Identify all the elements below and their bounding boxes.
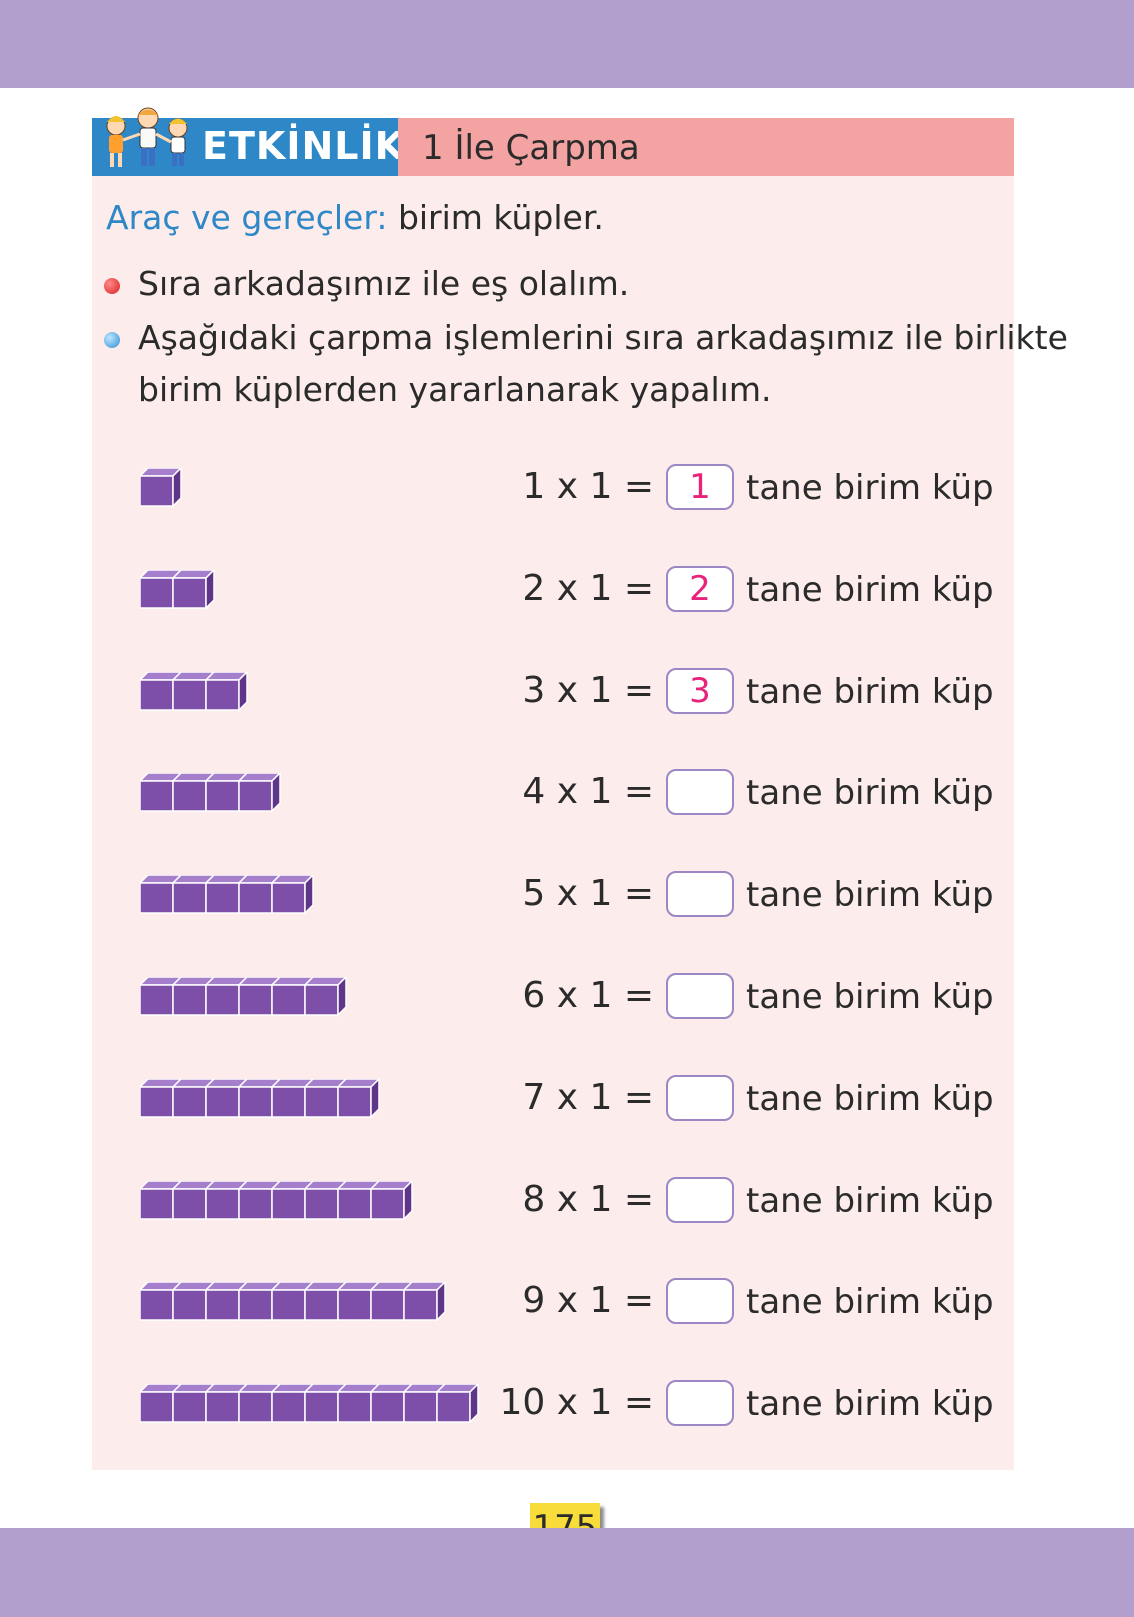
instruction-2-text-line1: Aşağıdaki çarpma işlemlerini sıra arkada…	[138, 318, 1068, 357]
materials-line: Araç ve gereçler: birim küpler.	[106, 198, 604, 237]
multiplication-row: 5 x 1 = tane birim küp	[0, 869, 1134, 929]
answer-box[interactable]	[666, 1176, 734, 1223]
multiplication-row: 9 x 1 = tane birim küp	[0, 1276, 1134, 1336]
multiplication-expression: 2 x 1 =	[522, 567, 654, 609]
unit-label: tane birim küp	[746, 1384, 994, 1425]
answer-box[interactable]: 2	[666, 565, 734, 612]
unit-label: tane birim küp	[746, 1078, 994, 1119]
multiplication-row: 8 x 1 = tane birim küp	[0, 1175, 1134, 1235]
multiplication-row: 6 x 1 = tane birim küp	[0, 971, 1134, 1031]
activity-label-box: ETKİNLİK	[92, 107, 404, 176]
instruction-1-text: Sıra arkadaşımız ile eş olalım.	[138, 264, 630, 303]
answer-box[interactable]: 1	[666, 464, 734, 510]
activity-title: 1 İle Çarpma	[422, 128, 640, 168]
blue-bullet-icon	[104, 332, 120, 348]
multiplication-row: 4 x 1 = tane birim küp	[0, 767, 1134, 827]
children-illustration-icon	[106, 107, 188, 167]
answer-box[interactable]	[666, 1074, 734, 1121]
materials-value: birim küpler.	[397, 198, 604, 237]
multiplication-row: 3 x 1 = 3 tane birim küp	[0, 666, 1134, 726]
unit-cubes-icon	[140, 1282, 447, 1323]
multiplication-expression: 8 x 1 =	[522, 1178, 654, 1220]
unit-cubes-icon	[140, 773, 282, 814]
unit-label: tane birim küp	[746, 569, 994, 610]
multiplication-row: 1 x 1 = 1 tane birim küp	[0, 462, 1134, 522]
multiplication-expression: 9 x 1 =	[522, 1280, 654, 1322]
multiplication-expression: 3 x 1 =	[522, 669, 654, 711]
answer-box[interactable]	[666, 973, 734, 1019]
activity-title-bar	[398, 118, 1014, 176]
top-color-band	[0, 0, 1134, 88]
unit-label: tane birim küp	[746, 468, 994, 508]
bottom-color-band	[0, 1528, 1134, 1617]
unit-cubes-icon	[140, 1384, 480, 1424]
unit-cubes-icon	[140, 468, 183, 508]
materials-label: Araç ve gereçler:	[106, 198, 388, 237]
unit-cubes-icon	[140, 875, 315, 915]
multiplication-row: 2 x 1 = 2 tane birim küp	[0, 564, 1134, 624]
unit-cubes-icon	[140, 671, 249, 712]
answer-box[interactable]	[666, 871, 734, 918]
unit-label: tane birim küp	[746, 1282, 994, 1323]
activity-header: ETKİNLİK 1 İle Çarpma	[92, 107, 1014, 176]
multiplication-row: 10 x 1 = tane birim küp	[0, 1378, 1134, 1438]
instruction-2-text-line2: birim küplerden yararlanarak yapalım.	[138, 370, 772, 409]
unit-cubes-icon	[140, 1078, 381, 1119]
unit-label: tane birim küp	[746, 977, 994, 1017]
multiplication-expression: 10 x 1 =	[499, 1382, 654, 1424]
unit-cubes-icon	[140, 977, 348, 1017]
answer-box[interactable]: 3	[666, 667, 734, 714]
multiplication-expression: 7 x 1 =	[522, 1076, 654, 1118]
red-bullet-icon	[104, 278, 120, 294]
answer-box[interactable]	[666, 769, 734, 816]
unit-cubes-icon	[140, 569, 216, 610]
unit-label: tane birim küp	[746, 773, 994, 814]
activity-label: ETKİNLİK	[202, 124, 406, 168]
unit-cubes-icon	[140, 1180, 414, 1221]
answer-box[interactable]	[666, 1278, 734, 1325]
unit-label: tane birim küp	[746, 671, 994, 712]
unit-label: tane birim küp	[746, 1180, 994, 1221]
multiplication-expression: 6 x 1 =	[522, 975, 654, 1016]
multiplication-expression: 5 x 1 =	[522, 873, 654, 915]
multiplication-row: 7 x 1 = tane birim küp	[0, 1073, 1134, 1133]
answer-box[interactable]	[666, 1380, 734, 1427]
unit-label: tane birim küp	[746, 875, 994, 916]
multiplication-expression: 4 x 1 =	[522, 771, 654, 813]
multiplication-expression: 1 x 1 =	[522, 466, 654, 507]
